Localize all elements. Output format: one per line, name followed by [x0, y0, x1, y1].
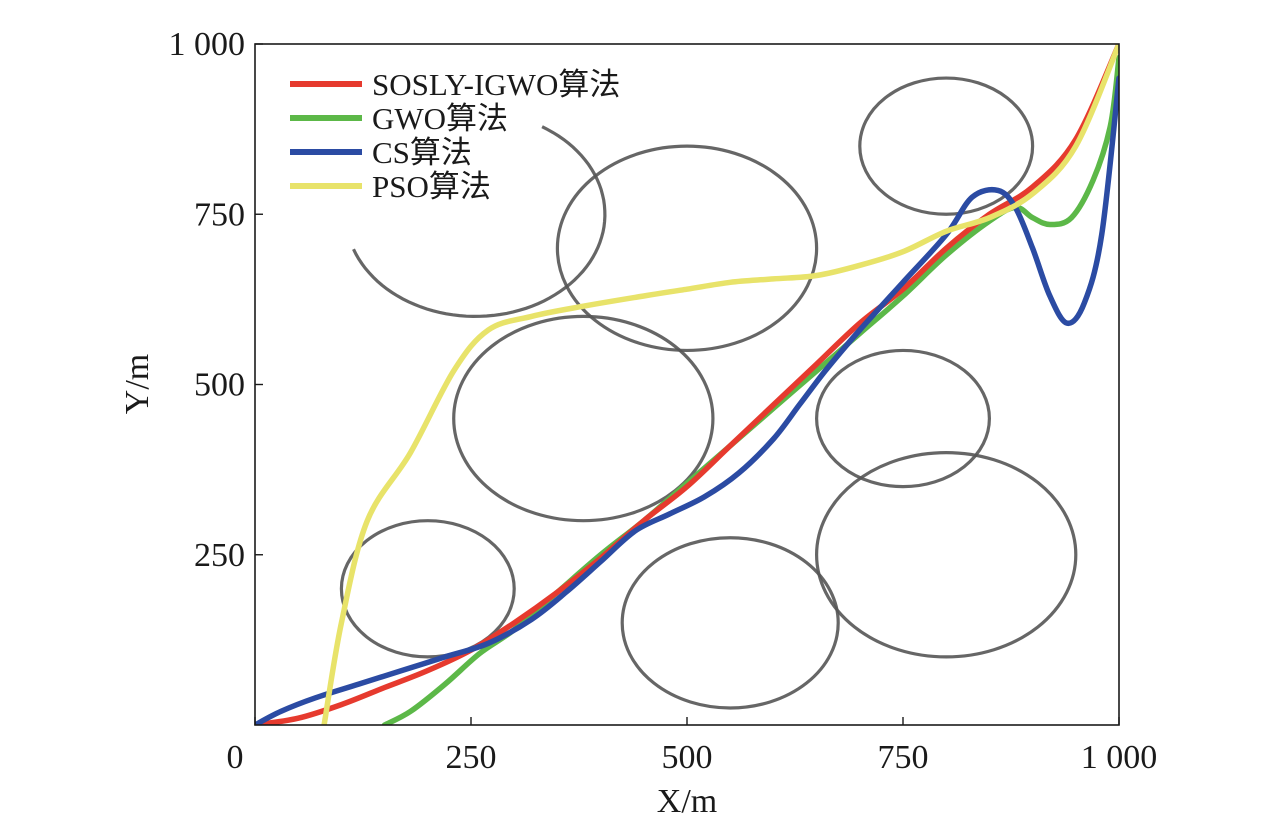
x-tick-label: 0 — [227, 739, 244, 776]
y-tick-label: 500 — [194, 367, 245, 404]
x-tick-label: 250 — [446, 739, 497, 776]
obstacle-circle-4 — [620, 536, 840, 710]
obstacle-circle-8 — [352, 125, 607, 319]
y-axis-title: Y/m — [119, 354, 156, 414]
legend-label: CS算法 — [372, 135, 472, 170]
obstacle-circle-1 — [339, 519, 516, 659]
obstacle-circle-2 — [452, 314, 715, 523]
series-line-3 — [255, 75, 1119, 725]
series-line-1 — [255, 44, 1119, 725]
y-tick-label: 250 — [194, 537, 245, 574]
series-layer — [255, 44, 1119, 725]
obstacle-circle-7 — [858, 76, 1035, 216]
legend-label: GWO算法 — [372, 101, 508, 136]
obstacle-circle-3 — [555, 144, 819, 353]
ticks-layer: 0 250 500 750 1 000 250 500 750 1 000 — [169, 26, 1158, 776]
obstacle-circle-6 — [814, 451, 1078, 659]
legend-label: SOSLY-IGWO算法 — [372, 67, 620, 102]
x-axis-title: X/m — [657, 783, 717, 820]
y-tick-label: 750 — [194, 196, 245, 233]
y-tick-label: 1 000 — [169, 26, 246, 63]
series-line-2 — [381, 54, 1119, 725]
legend-label: PSO算法 — [372, 169, 491, 204]
x-tick-label: 750 — [878, 739, 929, 776]
x-tick-label: 1 000 — [1081, 739, 1158, 776]
obstacle-circle-5 — [814, 348, 991, 489]
obstacles-layer — [339, 76, 1078, 710]
series-line-4 — [321, 44, 1119, 725]
x-tick-label: 500 — [662, 739, 713, 776]
